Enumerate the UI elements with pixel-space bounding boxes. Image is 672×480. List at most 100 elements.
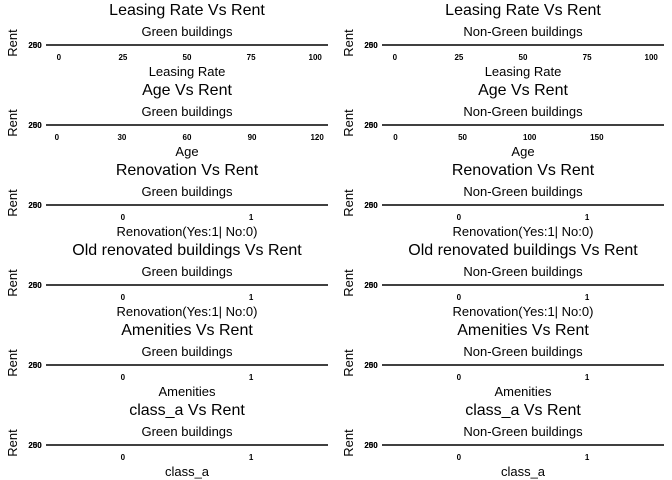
chart-panel: Old renovated buildings Vs Rent Green bui…: [5, 242, 328, 319]
y-tick-label: 250: [28, 441, 42, 450]
chart-subtitle: Green buildings: [141, 184, 233, 199]
x-tick-label: 75: [583, 53, 592, 62]
y-axis-label: Rent: [5, 109, 20, 137]
y-tick-label: 250: [28, 121, 42, 130]
chart-panel: Renovation Vs Rent Green buildings Rent 250…: [5, 162, 328, 239]
x-tick-label: 0: [393, 53, 398, 62]
x-tick-label: 30: [117, 133, 126, 142]
x-tick-label: 0: [121, 453, 126, 462]
chart-subtitle: Non-Green buildings: [463, 104, 583, 119]
x-axis-label: Age: [175, 144, 198, 159]
x-axis-label: Amenities: [158, 384, 216, 399]
x-axis-label: class_a: [501, 464, 546, 479]
x-tick-label: 1: [249, 293, 254, 302]
y-tick-label: 200: [28, 41, 42, 50]
x-tick-label: 1: [585, 373, 590, 382]
y-tick-label: 250: [364, 121, 378, 130]
chart-subtitle: Non-Green buildings: [463, 424, 583, 439]
y-axis-label: Rent: [341, 269, 356, 297]
x-tick-label: 0: [55, 133, 60, 142]
y-tick-label: 200: [364, 441, 378, 450]
y-tick-label: 250: [364, 361, 378, 370]
x-axis-label: Renovation(Yes:1| No:0): [453, 224, 594, 239]
chart-subtitle: Green buildings: [141, 424, 233, 439]
y-tick-label: 200: [364, 361, 378, 370]
chart-title: Renovation Vs Rent: [116, 162, 259, 179]
x-tick-label: 0: [457, 453, 462, 462]
chart-title: Leasing Rate Vs Rent: [109, 2, 265, 19]
x-axis-label: Leasing Rate: [485, 64, 562, 79]
x-tick-label: 25: [454, 53, 463, 62]
x-axis-label: Renovation(Yes:1| No:0): [117, 304, 258, 319]
x-tick-label: 50: [183, 53, 192, 62]
x-tick-label: 100: [645, 53, 659, 62]
x-tick-label: 0: [457, 293, 462, 302]
y-tick-label: 200: [364, 201, 378, 210]
y-tick-label: 200: [28, 441, 42, 450]
y-axis-label: Rent: [5, 349, 20, 377]
x-tick-label: 0: [57, 53, 62, 62]
x-axis-label: Leasing Rate: [149, 64, 226, 79]
y-axis-label: Rent: [341, 429, 356, 457]
chart-title: Amenities Vs Rent: [457, 322, 589, 339]
y-tick-label: 200: [364, 281, 378, 290]
x-tick-label: 50: [519, 53, 528, 62]
y-tick-label: 250: [28, 201, 42, 210]
y-tick-label: 200: [28, 201, 42, 210]
y-tick-label: 200: [364, 121, 378, 130]
chart-panel: class_a Vs Rent Non-Green buildings Rent 25…: [341, 402, 664, 479]
y-tick-label: 250: [364, 201, 378, 210]
x-tick-label: 60: [183, 133, 192, 142]
x-tick-label: 1: [585, 293, 590, 302]
y-tick-label: 250: [364, 441, 378, 450]
x-tick-label: 120: [310, 133, 324, 142]
chart-title: Old renovated buildings Vs Rent: [72, 242, 302, 259]
x-tick-label: 75: [247, 53, 256, 62]
x-tick-label: 0: [393, 133, 398, 142]
chart-subtitle: Green buildings: [141, 264, 233, 279]
chart-title: class_a Vs Rent: [129, 402, 245, 419]
x-tick-label: 100: [523, 133, 537, 142]
y-tick-label: 250: [364, 41, 378, 50]
chart-panel: class_a Vs Rent Green buildings Rent 250200…: [5, 402, 328, 479]
y-tick-label: 200: [28, 121, 42, 130]
y-axis-label: Rent: [341, 29, 356, 57]
chart-panel: Leasing Rate Vs Rent Non-Green buildings R…: [341, 2, 664, 79]
chart-panel: Amenities Vs Rent Green buildings Rent 2502…: [5, 322, 328, 399]
chart-title: Old renovated buildings Vs Rent: [408, 242, 638, 259]
x-tick-label: 1: [249, 373, 254, 382]
x-tick-label: 0: [457, 213, 462, 222]
x-tick-label: 0: [121, 373, 126, 382]
x-tick-label: 1: [585, 213, 590, 222]
chart-title: Leasing Rate Vs Rent: [445, 2, 601, 19]
chart-title: Amenities Vs Rent: [121, 322, 253, 339]
chart-subtitle: Non-Green buildings: [463, 344, 583, 359]
chart-panel: Leasing Rate Vs Rent Green buildings Rent 2…: [5, 2, 328, 79]
y-tick-label: 200: [364, 41, 378, 50]
x-tick-label: 1: [585, 453, 590, 462]
x-axis-label: Age: [511, 144, 534, 159]
chart-subtitle: Non-Green buildings: [463, 184, 583, 199]
chart-panel: Renovation Vs Rent Non-Green buildings Ren…: [341, 162, 664, 239]
x-tick-label: 100: [309, 53, 323, 62]
y-axis-label: Rent: [5, 29, 20, 57]
chart-subtitle: Non-Green buildings: [463, 264, 583, 279]
y-tick-label: 250: [28, 281, 42, 290]
y-tick-label: 200: [28, 361, 42, 370]
y-axis-label: Rent: [5, 429, 20, 457]
x-tick-label: 90: [248, 133, 257, 142]
y-axis-label: Rent: [5, 189, 20, 217]
chart-panel: Amenities Vs Rent Non-Green buildings Rent…: [341, 322, 664, 399]
y-axis-label: Rent: [341, 189, 356, 217]
y-axis-label: Rent: [5, 269, 20, 297]
chart-title: Renovation Vs Rent: [452, 162, 595, 179]
x-tick-label: 25: [118, 53, 127, 62]
chart-subtitle: Non-Green buildings: [463, 24, 583, 39]
chart-title: Age Vs Rent: [478, 82, 568, 99]
x-axis-label: class_a: [165, 464, 210, 479]
chart-subtitle: Green buildings: [141, 24, 233, 39]
y-tick-label: 250: [28, 41, 42, 50]
